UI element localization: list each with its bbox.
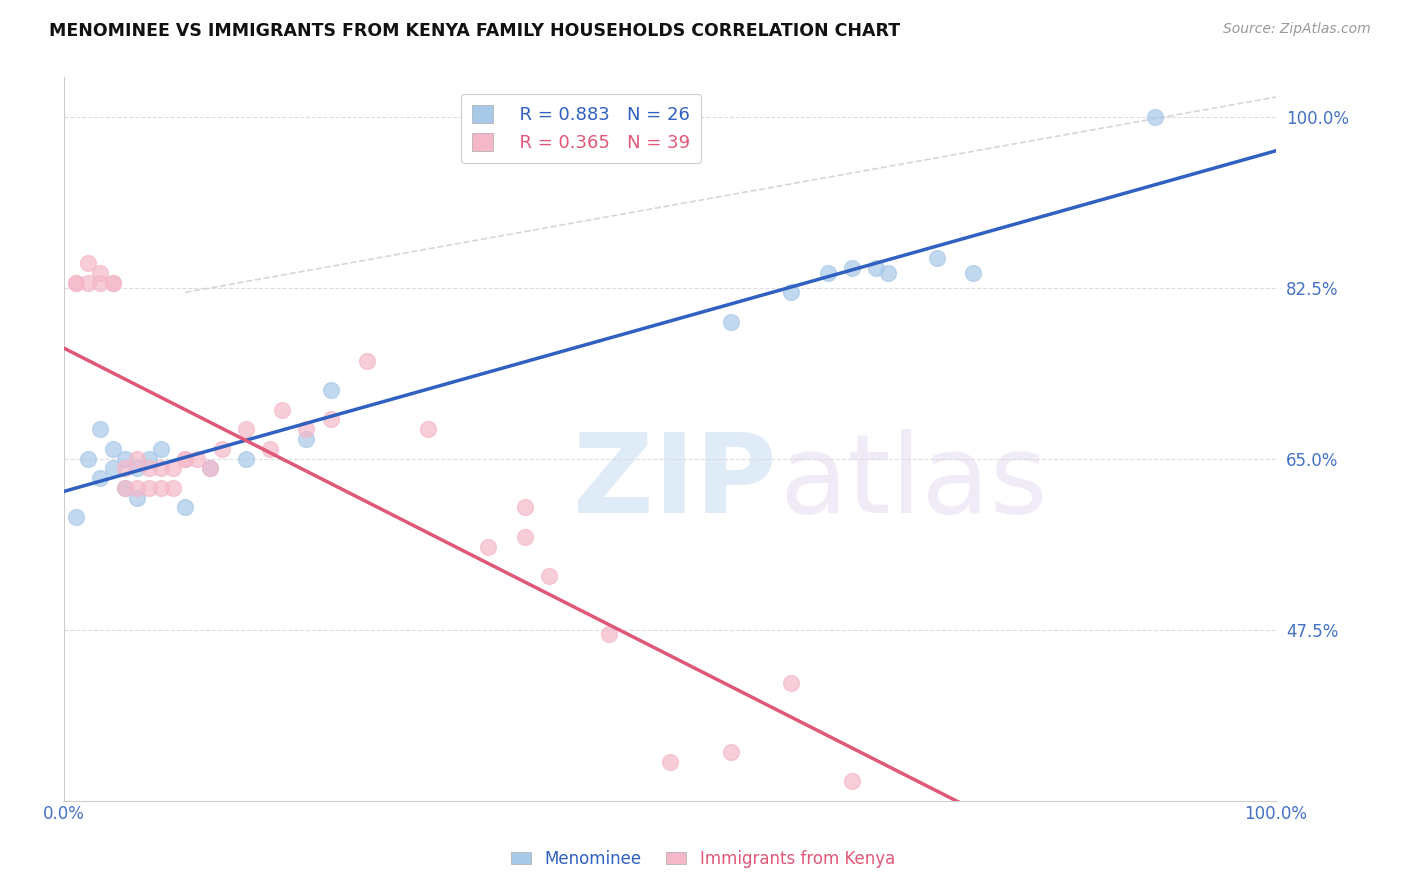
Point — [65, 276, 87, 290]
Text: Source: ZipAtlas.com: Source: ZipAtlas.com — [1223, 22, 1371, 37]
Point — [295, 422, 318, 436]
Point — [477, 540, 499, 554]
Point — [89, 471, 111, 485]
Point — [138, 451, 160, 466]
Point — [174, 451, 197, 466]
Point — [235, 451, 257, 466]
Point — [114, 461, 136, 475]
Point — [65, 510, 87, 524]
Point — [114, 451, 136, 466]
Point — [65, 276, 87, 290]
Point — [356, 354, 378, 368]
Point — [150, 442, 173, 456]
Legend:   R = 0.883   N = 26,   R = 0.365   N = 39: R = 0.883 N = 26, R = 0.365 N = 39 — [461, 94, 700, 163]
Point — [841, 260, 863, 275]
Text: atlas: atlas — [779, 429, 1047, 536]
Point — [841, 774, 863, 789]
Point — [77, 451, 100, 466]
Point — [125, 451, 148, 466]
Point — [89, 422, 111, 436]
Point — [720, 315, 742, 329]
Point — [537, 569, 560, 583]
Point — [259, 442, 281, 456]
Point — [865, 260, 887, 275]
Point — [138, 481, 160, 495]
Point — [89, 266, 111, 280]
Point — [150, 461, 173, 475]
Legend: Menominee, Immigrants from Kenya: Menominee, Immigrants from Kenya — [505, 844, 901, 875]
Point — [101, 461, 124, 475]
Point — [817, 266, 839, 280]
Point — [174, 500, 197, 515]
Point — [416, 422, 439, 436]
Point — [114, 481, 136, 495]
Point — [125, 461, 148, 475]
Point — [211, 442, 233, 456]
Point — [150, 481, 173, 495]
Point — [780, 676, 803, 690]
Point — [198, 461, 221, 475]
Point — [186, 451, 208, 466]
Point — [174, 451, 197, 466]
Point — [101, 276, 124, 290]
Point — [319, 412, 342, 426]
Point — [720, 745, 742, 759]
Point — [780, 285, 803, 300]
Point — [138, 461, 160, 475]
Point — [1143, 110, 1166, 124]
Text: ZIP: ZIP — [574, 429, 776, 536]
Point — [162, 481, 184, 495]
Point — [659, 755, 682, 769]
Text: MENOMINEE VS IMMIGRANTS FROM KENYA FAMILY HOUSEHOLDS CORRELATION CHART: MENOMINEE VS IMMIGRANTS FROM KENYA FAMIL… — [49, 22, 900, 40]
Point — [77, 256, 100, 270]
Point — [89, 276, 111, 290]
Point — [162, 461, 184, 475]
Point — [962, 266, 984, 280]
Point — [125, 491, 148, 505]
Point — [271, 402, 294, 417]
Point — [101, 276, 124, 290]
Point — [77, 276, 100, 290]
Point — [198, 461, 221, 475]
Point — [319, 383, 342, 397]
Point — [101, 442, 124, 456]
Point — [125, 481, 148, 495]
Point — [114, 481, 136, 495]
Point — [925, 252, 948, 266]
Point — [295, 432, 318, 446]
Point — [877, 266, 900, 280]
Point — [513, 500, 536, 515]
Point — [235, 422, 257, 436]
Point — [598, 627, 620, 641]
Point — [513, 530, 536, 544]
